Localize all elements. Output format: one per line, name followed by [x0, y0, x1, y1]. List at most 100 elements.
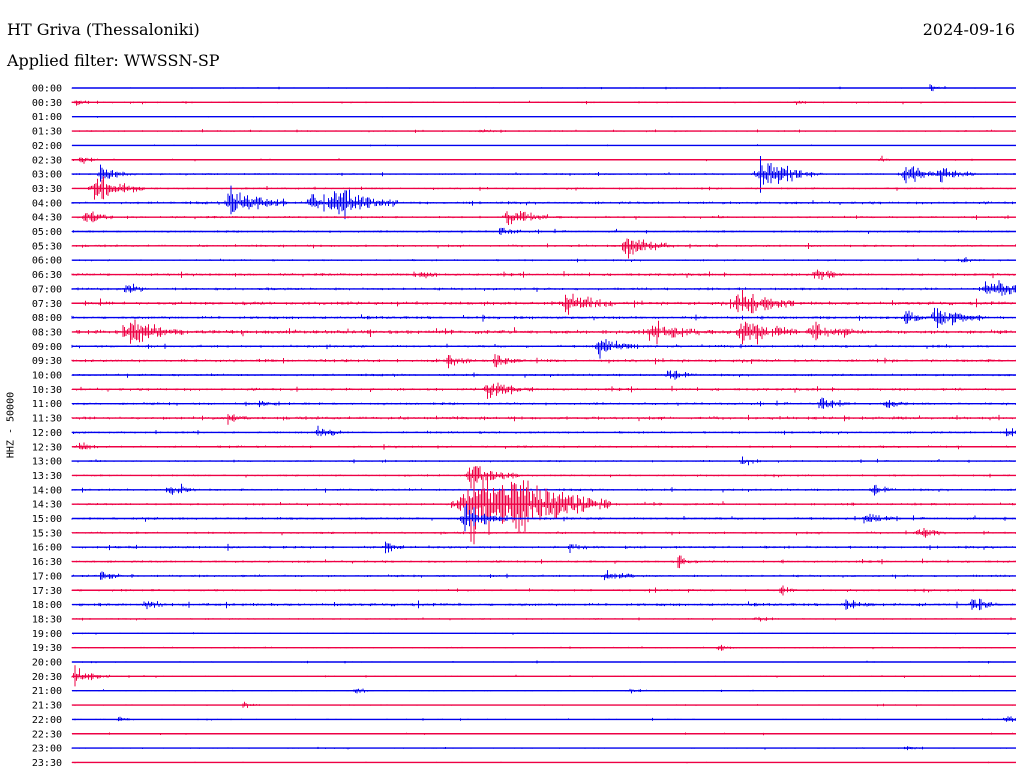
time-label: 07:30 — [32, 299, 62, 310]
seismic-trace — [71, 555, 1016, 569]
time-label: 14:30 — [32, 500, 62, 511]
time-label: 06:00 — [32, 256, 62, 267]
time-label: 15:00 — [32, 514, 62, 525]
time-label: 20:00 — [32, 658, 62, 669]
time-label: 02:00 — [32, 141, 62, 152]
time-label: 00:00 — [32, 84, 62, 95]
time-label: 07:00 — [32, 284, 62, 295]
date-label: 2024-09-16 — [922, 20, 1015, 39]
time-label: 18:30 — [32, 614, 62, 625]
seismic-trace — [71, 732, 1016, 736]
time-label: 11:00 — [32, 399, 62, 410]
time-label: 00:30 — [32, 98, 62, 109]
time-label: 13:30 — [32, 471, 62, 482]
seismic-trace — [71, 155, 1016, 164]
seismic-trace — [71, 746, 1016, 751]
seismic-trace — [71, 227, 1016, 235]
time-label: 21:00 — [32, 686, 62, 697]
seismic-trace — [71, 644, 1016, 651]
seismic-trace — [71, 100, 1016, 106]
station-title: HT Griva (Thessaloniki) — [7, 20, 200, 39]
time-label: 21:30 — [32, 701, 62, 712]
time-label: 01:30 — [32, 127, 62, 138]
time-label: 17:30 — [32, 586, 62, 597]
seismic-trace — [71, 598, 1016, 611]
time-label: 10:30 — [32, 385, 62, 396]
seismic-trace — [71, 354, 1016, 369]
time-label: 23:30 — [32, 758, 62, 769]
seismic-trace — [71, 319, 1016, 345]
time-label: 05:00 — [32, 227, 62, 238]
time-label: 13:00 — [32, 457, 62, 468]
seismic-trace — [71, 185, 1016, 220]
filter-label: Applied filter: WWSSN-SP — [7, 51, 220, 70]
seismic-trace — [71, 456, 1016, 466]
seismic-trace — [71, 585, 1016, 596]
seismic-trace — [71, 503, 1016, 532]
seismic-trace — [71, 339, 1016, 359]
time-label: 16:30 — [32, 557, 62, 568]
time-label: 09:00 — [32, 342, 62, 353]
seismic-trace — [71, 483, 1016, 496]
seismic-trace — [71, 701, 1016, 708]
time-label: 16:00 — [32, 543, 62, 554]
time-label: 04:30 — [32, 213, 62, 224]
seismic-trace — [71, 716, 1016, 722]
time-label: 01:00 — [32, 112, 62, 123]
seismic-trace — [71, 632, 1016, 635]
time-label: 22:00 — [32, 715, 62, 726]
time-label: 17:00 — [32, 571, 62, 582]
seismic-trace — [71, 382, 1016, 399]
time-label: 20:30 — [32, 672, 62, 683]
time-label: 19:00 — [32, 629, 62, 640]
time-label: 08:00 — [32, 313, 62, 324]
time-label: 22:30 — [32, 729, 62, 740]
seismic-trace — [71, 144, 1016, 147]
seismic-trace — [71, 370, 1016, 380]
seismic-trace — [71, 761, 1016, 764]
seismic-trace — [71, 290, 1016, 315]
time-label: 02:30 — [32, 155, 62, 166]
seismic-trace — [71, 129, 1016, 133]
time-label: 10:00 — [32, 371, 62, 382]
seismic-trace — [71, 307, 1016, 328]
time-label: 06:30 — [32, 270, 62, 281]
time-label: 04:00 — [32, 198, 62, 209]
time-label: 23:00 — [32, 744, 62, 755]
traces — [71, 84, 1016, 764]
seismic-trace — [71, 616, 1016, 622]
seismic-trace — [71, 466, 1016, 489]
seismic-trace — [71, 414, 1016, 425]
seismic-trace — [71, 280, 1016, 296]
seismic-trace — [71, 176, 1016, 200]
time-label: 19:30 — [32, 643, 62, 654]
seismic-trace — [71, 688, 1016, 694]
seismic-trace — [71, 570, 1016, 581]
seismic-trace — [71, 528, 1016, 538]
seismic-trace — [71, 665, 1016, 687]
seismic-trace — [71, 257, 1016, 263]
time-label: 03:00 — [32, 170, 62, 181]
seismic-trace — [71, 397, 1016, 409]
seismic-trace — [71, 660, 1016, 664]
time-label: 03:30 — [32, 184, 62, 195]
time-label: 12:00 — [32, 428, 62, 439]
seismic-trace — [71, 211, 1016, 225]
time-label: 11:30 — [32, 414, 62, 425]
seismic-trace — [71, 425, 1016, 437]
time-labels: 00:00 00:30 01:00 01:30 02:00 02:30 03:00 03:30… — [32, 84, 62, 769]
time-label: 15:30 — [32, 528, 62, 539]
time-label: 08:30 — [32, 327, 62, 338]
seismic-trace — [71, 238, 1016, 259]
seismic-trace — [71, 84, 1016, 92]
seismic-trace — [71, 468, 1016, 545]
time-label: 05:30 — [32, 241, 62, 252]
time-label: 14:00 — [32, 485, 62, 496]
seismic-trace — [71, 541, 1016, 554]
seismic-trace — [71, 442, 1016, 450]
time-label: 18:00 — [32, 600, 62, 611]
seismic-trace — [71, 156, 1016, 193]
seismic-trace — [71, 269, 1016, 280]
time-label: 09:30 — [32, 356, 62, 367]
